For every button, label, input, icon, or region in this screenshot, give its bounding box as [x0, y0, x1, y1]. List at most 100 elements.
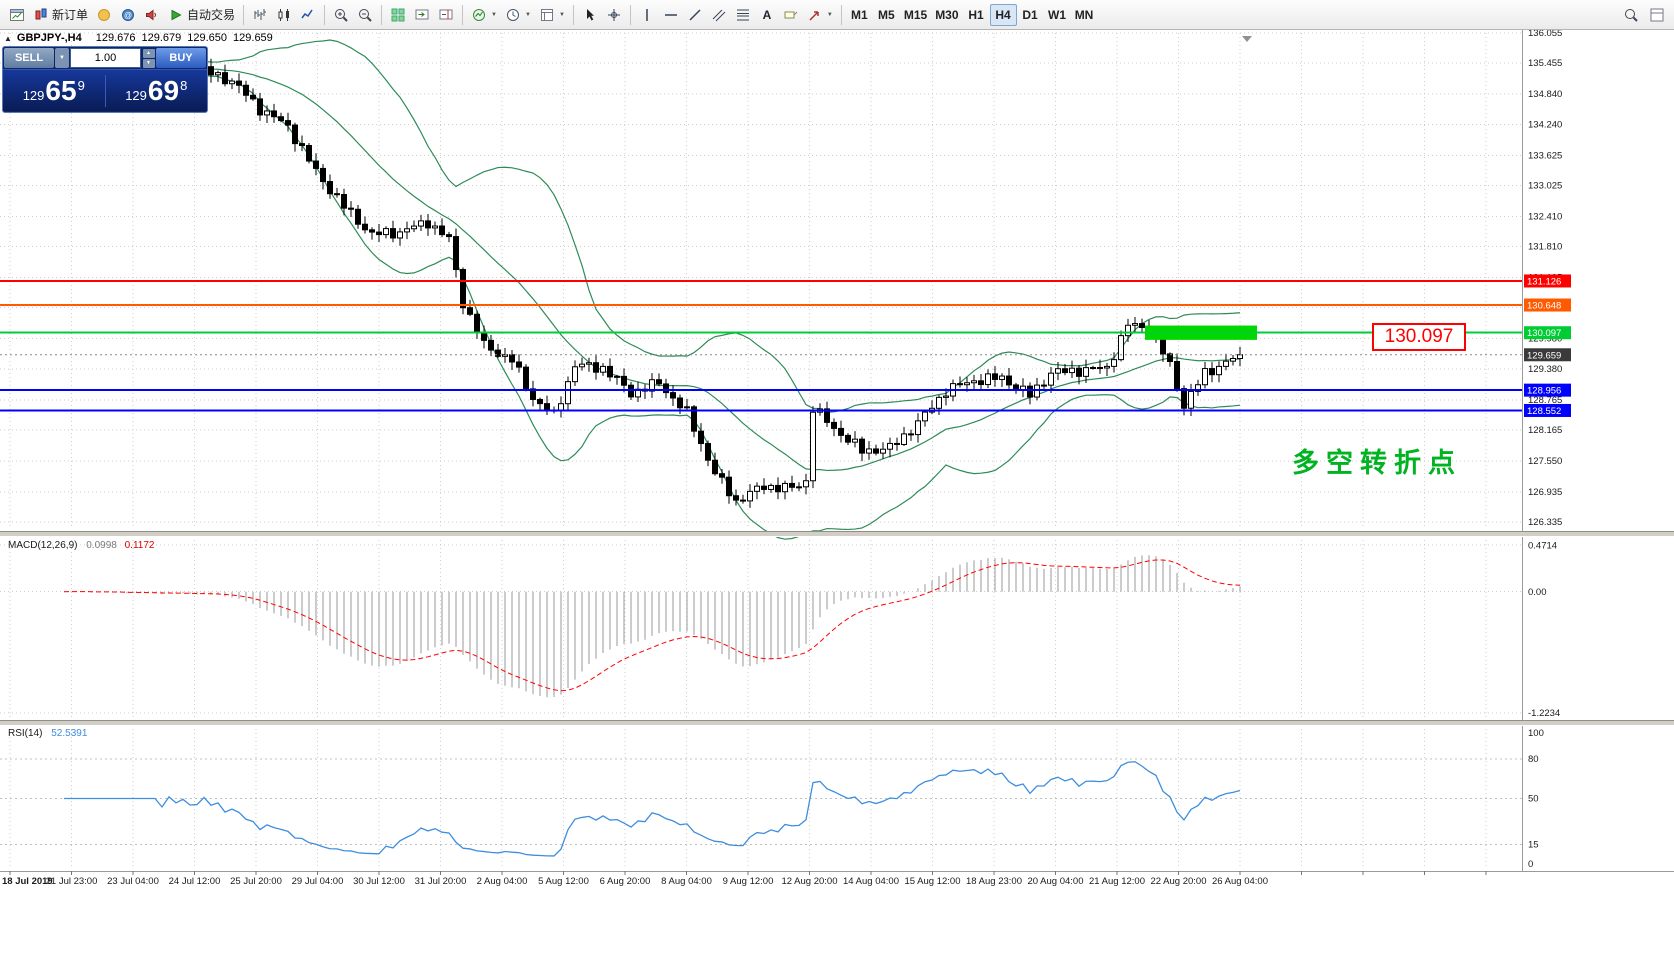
arrows-button[interactable]: ▼: [803, 4, 837, 26]
order-type-dropdown[interactable]: ▼: [55, 48, 69, 68]
timeframe-m1-button[interactable]: M1: [846, 4, 873, 26]
layouts-button[interactable]: [1645, 4, 1669, 26]
rsi-axis[interactable]: 100 80 50 15 0: [1528, 728, 1544, 870]
svg-text:15: 15: [1528, 839, 1539, 850]
line-chart-mode-button[interactable]: [296, 4, 320, 26]
timeframe-w1-button[interactable]: W1: [1044, 4, 1071, 26]
text-button[interactable]: A: [755, 4, 779, 26]
zoom-out-icon: [357, 7, 373, 23]
timeframe-h1-button[interactable]: H1: [963, 4, 990, 26]
time-label: 23 Jul 04:00: [107, 876, 159, 887]
search-button[interactable]: [1619, 4, 1643, 26]
horizontal-line-button[interactable]: [659, 4, 683, 26]
bar-close-value: 129.659: [233, 32, 273, 44]
panel-separator[interactable]: [0, 720, 1674, 726]
price-axis-label: 126.935: [1528, 487, 1562, 498]
timeframe-m5-button[interactable]: M5: [873, 4, 900, 26]
price-callout-box[interactable]: 130.097: [1372, 323, 1466, 351]
price-axis-label: 127.550: [1528, 456, 1562, 467]
channel-icon: [711, 7, 727, 23]
chart-scroll-marker: [1242, 36, 1252, 42]
channel-button[interactable]: [707, 4, 731, 26]
autotrading-button[interactable]: 自动交易: [164, 4, 239, 26]
periods-button[interactable]: ▼: [501, 4, 535, 26]
alerts-button[interactable]: [140, 4, 164, 26]
timeframe-m5-button-label: M5: [878, 7, 895, 22]
macd-signal-value: 0.1172: [124, 540, 155, 551]
price-axis-label: 131.810: [1528, 242, 1562, 253]
toolbar-separator: [629, 4, 631, 25]
buy-button[interactable]: BUY: [156, 48, 206, 68]
fibonacci-button[interactable]: [731, 4, 755, 26]
toolbar-separator: [572, 4, 574, 25]
timeframe-mn-button[interactable]: MN: [1071, 4, 1098, 26]
turning-point-annotation[interactable]: 多空转折点: [1292, 448, 1462, 478]
trendline-icon: [687, 7, 703, 23]
lot-increment-icon[interactable]: ▲: [142, 48, 155, 58]
time-label: 15 Aug 12:00: [905, 876, 961, 887]
lot-size-input[interactable]: [70, 48, 141, 68]
zoom-in-button[interactable]: [329, 4, 353, 26]
timeframe-mn-button-label: MN: [1074, 7, 1094, 22]
buy-price-big: 69: [147, 74, 180, 106]
price-axis-label: 128.165: [1528, 425, 1562, 436]
time-label: 18 Jul 2019: [2, 876, 53, 887]
buy-price[interactable]: 129 69 8: [106, 74, 208, 106]
line-chart-icon: [300, 7, 316, 23]
bar-chart-mode-button[interactable]: [248, 4, 272, 26]
timeframe-m30-button[interactable]: M30: [931, 4, 962, 26]
panel-separator[interactable]: [0, 531, 1674, 537]
svg-text:128.552: 128.552: [1527, 406, 1561, 417]
timeframe-h1-button-label: H1: [968, 7, 984, 22]
svg-text:0.4714: 0.4714: [1528, 541, 1557, 552]
candlestick-mode-button[interactable]: [272, 4, 296, 26]
timeframe-m15-button-label: M15: [903, 7, 928, 22]
time-label: 21 Jul 23:00: [46, 876, 98, 887]
timeframe-d1-button-label: D1: [1022, 7, 1038, 22]
timeframe-h4-button[interactable]: H4: [989, 3, 1017, 26]
lot-decrement-icon[interactable]: ▼: [142, 58, 155, 68]
toolbar-separator: [840, 4, 842, 25]
one-click-trading-panel: SELL ▼ ▲ ▼ BUY 129 65 9 129 69 8: [2, 46, 208, 113]
bollinger-bands: [63, 39, 1241, 540]
trendline-button[interactable]: [683, 4, 707, 26]
timeframe-m15-button[interactable]: M15: [900, 4, 931, 26]
chart-shift-button[interactable]: [434, 4, 458, 26]
metaeditor-button[interactable]: [92, 4, 116, 26]
indicators-button[interactable]: ▼: [467, 4, 501, 26]
crosshair-button[interactable]: [602, 4, 626, 26]
bar-chart-icon: [252, 7, 268, 23]
chart-shift-icon: [438, 7, 454, 23]
time-label: 8 Aug 04:00: [661, 876, 712, 887]
time-label: 29 Jul 04:00: [292, 876, 344, 887]
new-order-button[interactable]: 新订单: [29, 4, 92, 26]
main-toolbar: 新订单 @ 自动交易 ▼ ▼ ▼ A ▼ M1 M5 M15 M30 H1 H4 D1 W1 MN: [0, 0, 1674, 30]
time-label: 12 Aug 20:00: [782, 876, 838, 887]
svg-text:129.659: 129.659: [1527, 350, 1561, 361]
time-label: 6 Aug 20:00: [600, 876, 651, 887]
svg-text:0.00: 0.00: [1528, 587, 1547, 598]
tile-windows-button[interactable]: [386, 4, 410, 26]
community-button[interactable]: @: [116, 4, 140, 26]
text-label-button[interactable]: [779, 4, 803, 26]
vertical-line-button[interactable]: [635, 4, 659, 26]
lot-stepper[interactable]: ▲ ▼: [142, 48, 155, 68]
sell-button[interactable]: SELL: [4, 48, 54, 68]
cursor-button[interactable]: [578, 4, 602, 26]
arrows-icon: [807, 7, 823, 23]
collapse-trade-panel-icon[interactable]: ▲: [4, 33, 12, 43]
svg-text:0: 0: [1528, 859, 1533, 870]
timeframe-d1-button[interactable]: D1: [1017, 4, 1044, 26]
macd-axis[interactable]: 0.4714 0.00 -1.2234: [1528, 541, 1560, 720]
price-axis[interactable]: 136.055 135.455 134.840 134.240 133.625 133.0…: [1522, 28, 1572, 871]
new-chart-button[interactable]: [5, 4, 29, 26]
zoom-out-button[interactable]: [353, 4, 377, 26]
sell-price[interactable]: 129 65 9: [3, 76, 105, 105]
chart-grid: [0, 32, 1522, 868]
templates-button[interactable]: ▼: [535, 4, 569, 26]
fibonacci-icon: [735, 7, 751, 23]
auto-scroll-button[interactable]: [410, 4, 434, 26]
